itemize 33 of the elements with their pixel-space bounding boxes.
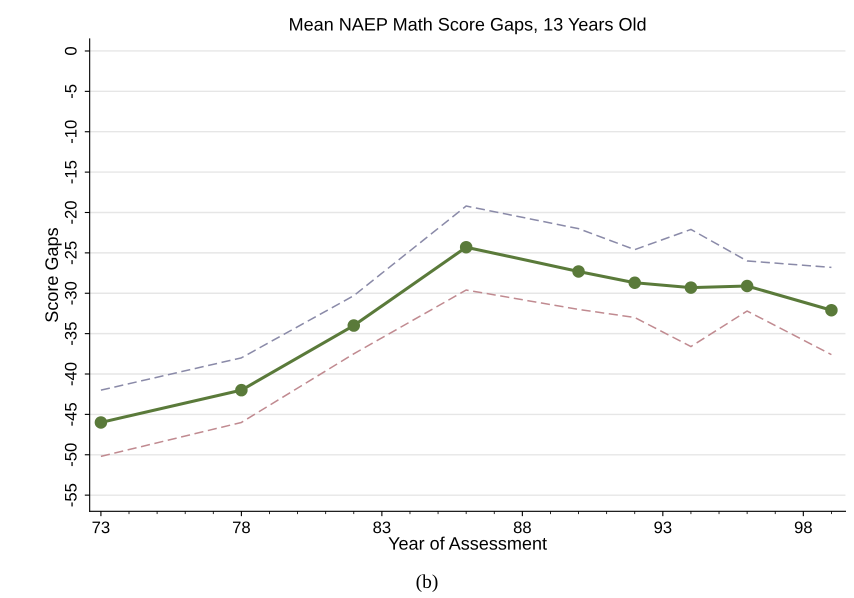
point (235, 384, 248, 396)
x-tick-label: 83 (373, 521, 390, 534)
point (348, 319, 360, 332)
y-tick-label: -35 (64, 322, 77, 345)
point (572, 265, 585, 278)
y-tick-label: -5 (65, 84, 77, 98)
line-series (100, 289, 832, 458)
y-tick-label: -20 (64, 201, 77, 224)
y-tick-label: -15 (65, 160, 77, 184)
y-axis-title: Score Gaps (45, 228, 62, 322)
point (628, 276, 641, 289)
chart-title: Mean NAEP Math Score Gaps, 13 Years Old (290, 17, 646, 34)
x-tick-label: 98 (794, 521, 812, 534)
point (460, 240, 472, 254)
y-tick-label: -10 (64, 120, 77, 144)
point (684, 281, 698, 294)
y-tick-label: 0 (64, 47, 77, 55)
x-tick-label: 73 (92, 521, 110, 534)
y-tick-label: -40 (64, 362, 77, 386)
point (740, 280, 754, 292)
y-tick-label: -50 (64, 443, 77, 466)
y-tick-label: -25 (64, 242, 77, 264)
point (94, 416, 108, 429)
text: (b) (416, 574, 438, 592)
x-tick-label: 78 (232, 521, 250, 534)
line-series (100, 205, 832, 391)
x-axis-title: Year of Assessment (388, 536, 547, 550)
x-tick-label: 93 (654, 521, 672, 534)
y-tick-label: -30 (64, 282, 77, 305)
y-tick-label: -45 (65, 403, 77, 426)
point (825, 304, 838, 316)
y-tick-label: -55 (65, 484, 77, 506)
x-tick-label: 88 (514, 521, 531, 534)
